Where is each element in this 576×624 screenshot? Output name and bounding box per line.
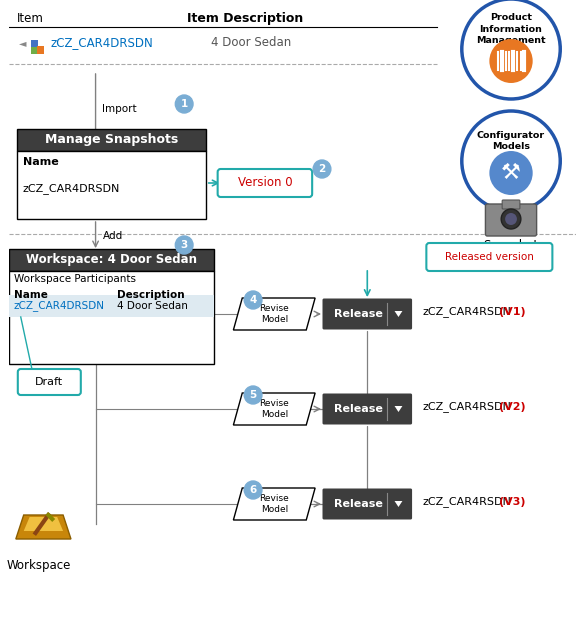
- Circle shape: [175, 95, 193, 113]
- Text: Add: Add: [103, 231, 123, 241]
- Text: Release: Release: [334, 499, 383, 509]
- FancyBboxPatch shape: [18, 369, 81, 395]
- Text: (V1): (V1): [499, 307, 526, 317]
- FancyBboxPatch shape: [426, 243, 552, 271]
- Circle shape: [244, 291, 262, 309]
- Text: Revise
Model: Revise Model: [259, 304, 289, 324]
- Text: Release: Release: [334, 309, 383, 319]
- Text: 4: 4: [249, 295, 257, 305]
- Text: zCZ_CAR4RSDN: zCZ_CAR4RSDN: [422, 402, 511, 412]
- Text: Release: Release: [334, 404, 383, 414]
- Text: 3: 3: [180, 240, 188, 250]
- FancyBboxPatch shape: [502, 200, 520, 209]
- Polygon shape: [24, 517, 63, 531]
- Circle shape: [490, 39, 533, 83]
- FancyBboxPatch shape: [9, 271, 214, 364]
- Polygon shape: [395, 311, 403, 317]
- Text: Item Description: Item Description: [187, 12, 304, 25]
- Text: Workspace Participants: Workspace Participants: [14, 274, 136, 284]
- Text: zCZ_CAR4RSDN: zCZ_CAR4RSDN: [422, 306, 511, 318]
- Circle shape: [175, 236, 193, 254]
- Text: Description: Description: [118, 290, 185, 300]
- FancyBboxPatch shape: [31, 47, 37, 54]
- Text: 6: 6: [249, 485, 257, 495]
- Polygon shape: [395, 501, 403, 507]
- Text: 5: 5: [249, 390, 257, 400]
- Text: Name: Name: [22, 157, 59, 167]
- FancyBboxPatch shape: [31, 40, 39, 48]
- Text: Workspace: 4 Door Sedan: Workspace: 4 Door Sedan: [26, 253, 197, 266]
- Text: zCZ_CAR4DRSDN: zCZ_CAR4DRSDN: [22, 183, 120, 194]
- Circle shape: [501, 209, 521, 229]
- Polygon shape: [16, 515, 71, 539]
- Text: Item: Item: [17, 12, 44, 25]
- Text: (V3): (V3): [499, 497, 526, 507]
- Text: 1: 1: [180, 99, 188, 109]
- Text: Released version: Released version: [445, 252, 534, 262]
- FancyBboxPatch shape: [323, 394, 412, 424]
- FancyBboxPatch shape: [323, 489, 412, 520]
- FancyBboxPatch shape: [17, 129, 206, 151]
- Circle shape: [462, 111, 560, 211]
- Text: 2: 2: [319, 164, 325, 174]
- Circle shape: [313, 160, 331, 178]
- Text: Import: Import: [103, 104, 137, 114]
- Text: zCZ_CAR4RSDN: zCZ_CAR4RSDN: [422, 497, 511, 507]
- Polygon shape: [233, 298, 315, 330]
- Text: (V2): (V2): [499, 402, 526, 412]
- Text: Snapshot: Snapshot: [483, 240, 539, 253]
- Text: 4 Door Sedan: 4 Door Sedan: [118, 301, 188, 311]
- FancyBboxPatch shape: [486, 204, 537, 236]
- FancyBboxPatch shape: [218, 169, 312, 197]
- Text: Revise
Model: Revise Model: [259, 494, 289, 514]
- Text: 4 Door Sedan: 4 Door Sedan: [211, 36, 291, 49]
- Text: Version 0: Version 0: [237, 177, 292, 190]
- Polygon shape: [395, 406, 403, 412]
- Text: Revise
Model: Revise Model: [259, 399, 289, 419]
- Text: Configurator
Models: Configurator Models: [477, 131, 545, 151]
- Circle shape: [462, 0, 560, 99]
- FancyBboxPatch shape: [9, 249, 214, 271]
- Text: Draft: Draft: [35, 377, 63, 387]
- FancyBboxPatch shape: [36, 46, 44, 54]
- Text: Product
Information
Management: Product Information Management: [476, 13, 546, 44]
- Text: Name: Name: [14, 290, 48, 300]
- Circle shape: [244, 481, 262, 499]
- FancyBboxPatch shape: [17, 151, 206, 219]
- Text: Manage Snapshots: Manage Snapshots: [45, 134, 178, 147]
- Circle shape: [505, 213, 517, 225]
- Circle shape: [490, 151, 533, 195]
- Text: ◄: ◄: [19, 38, 26, 48]
- FancyBboxPatch shape: [9, 295, 214, 317]
- Text: ⚒: ⚒: [501, 163, 521, 183]
- Polygon shape: [233, 393, 315, 425]
- Text: zCZ_CAR4DRSDN: zCZ_CAR4DRSDN: [50, 36, 153, 49]
- Text: Workspace: Workspace: [6, 560, 71, 572]
- Polygon shape: [233, 488, 315, 520]
- Circle shape: [244, 386, 262, 404]
- Text: zCZ_CAR4DRSDN: zCZ_CAR4DRSDN: [14, 301, 105, 311]
- FancyBboxPatch shape: [323, 298, 412, 329]
